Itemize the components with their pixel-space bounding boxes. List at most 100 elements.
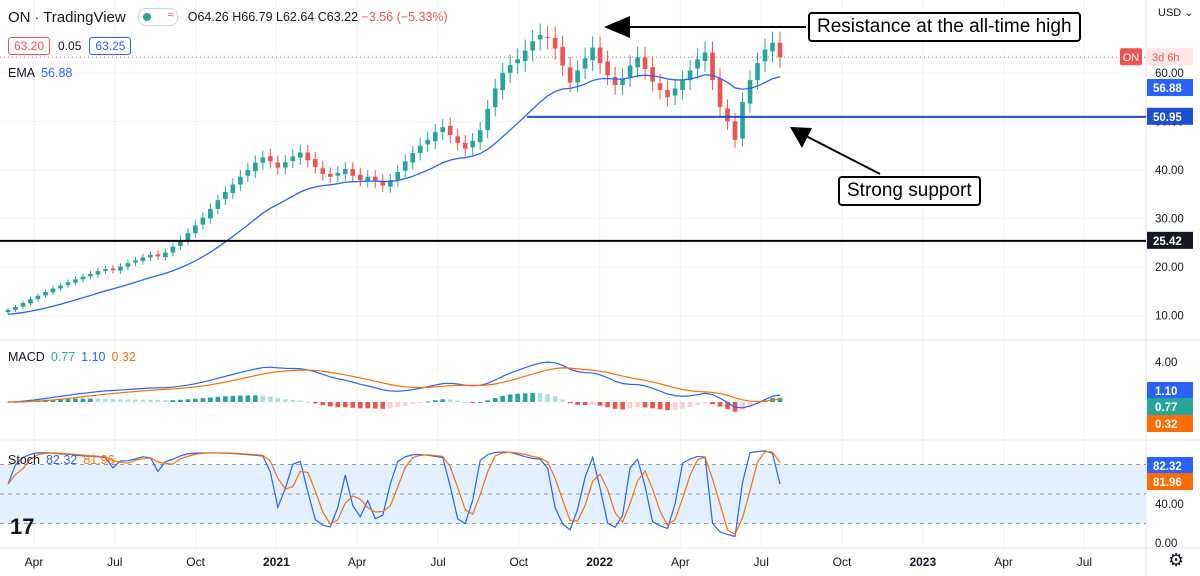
- buy-button[interactable]: 63.25: [89, 37, 132, 55]
- candle: [65, 282, 71, 286]
- candle: [215, 200, 221, 209]
- macd-histogram-bar: [402, 402, 408, 406]
- candle: [260, 157, 266, 163]
- spread-value: 0.05: [58, 39, 82, 53]
- macd-histogram-bar: [58, 399, 63, 402]
- symbol-name[interactable]: ON: [8, 8, 31, 26]
- macd-histogram-bar: [485, 400, 491, 402]
- ema-legend[interactable]: EMA 56.88: [8, 66, 72, 80]
- candle: [560, 46, 565, 66]
- macd-histogram-bar: [725, 402, 730, 410]
- macd-histogram-bar: [507, 394, 513, 402]
- macd-histogram-bar: [462, 401, 468, 403]
- candle: [620, 78, 625, 85]
- macd-histogram-bar: [740, 402, 745, 411]
- x-tick-label: Oct: [186, 555, 205, 569]
- candle: [95, 271, 101, 275]
- candle: [170, 246, 176, 253]
- candle: [335, 172, 341, 176]
- candle: [312, 159, 318, 168]
- candle: [342, 169, 348, 175]
- macd-histogram-bar: [605, 402, 610, 408]
- macd-histogram-bar: [447, 399, 453, 402]
- candle: [193, 225, 198, 234]
- candle: [762, 49, 768, 62]
- price-label-box: [1147, 79, 1193, 97]
- candle: [88, 273, 93, 277]
- candle: [665, 89, 670, 98]
- macd-histogram-bar: [200, 398, 206, 402]
- candle: [320, 168, 326, 174]
- candle: [118, 266, 123, 271]
- candle: [43, 291, 48, 296]
- x-tick-label: Apr: [25, 555, 44, 569]
- gear-icon[interactable]: ⚙: [1168, 550, 1185, 570]
- candle: [110, 268, 116, 271]
- macd-legend[interactable]: MACD 0.77 1.10 0.32: [8, 350, 136, 364]
- candle: [395, 171, 401, 181]
- stoch-k-line: [7, 450, 781, 538]
- macd-histogram-bar: [260, 395, 266, 402]
- macd-histogram-bar: [5, 402, 11, 403]
- x-tick-label: Apr: [671, 555, 690, 569]
- candle: [28, 299, 33, 304]
- macd-histogram-bar: [500, 395, 506, 402]
- candle: [103, 269, 108, 272]
- macd-histogram-bar: [455, 400, 461, 402]
- macd-histogram-bar: [223, 396, 228, 402]
- currency-label[interactable]: USD ⌄: [1158, 7, 1194, 19]
- ema-legend-label: EMA: [8, 66, 36, 80]
- candle: [642, 57, 648, 69]
- candle: [425, 139, 431, 145]
- macd-histogram-bar: [312, 402, 318, 404]
- candle: [470, 140, 476, 148]
- macd-scale-label: 1.10: [1155, 386, 1177, 398]
- macd-histogram-bar: [88, 398, 93, 402]
- sell-button[interactable]: 63.20: [8, 37, 51, 55]
- macd-scale-label: 0.77: [1155, 402, 1177, 414]
- candle: [725, 108, 730, 122]
- macd-histogram-bar: [230, 395, 236, 402]
- high-value: H66.79: [232, 10, 273, 24]
- stoch-d-line: [7, 451, 781, 536]
- macd-histogram-bar: [492, 398, 498, 402]
- stoch-legend[interactable]: Stoch 82.32 81.96: [8, 453, 115, 467]
- candle: [410, 153, 416, 163]
- x-tick-label: Apr: [994, 555, 1013, 569]
- macd-histogram-bar: [395, 402, 401, 408]
- candle: [245, 170, 251, 176]
- price-label-box: [1147, 231, 1193, 249]
- macd-histogram-bar: [380, 402, 386, 409]
- y-tick-label: 30.00: [1155, 214, 1184, 226]
- tradingview-logo-icon[interactable]: 17: [10, 514, 35, 539]
- x-tick-label: Jul: [754, 555, 769, 569]
- stoch-scale-label: 81.96: [1153, 477, 1182, 489]
- candle: [552, 37, 558, 49]
- macd-histogram-bar: [530, 393, 535, 402]
- candle: [13, 306, 18, 310]
- macd-histogram-bar: [215, 396, 221, 402]
- candle: [627, 65, 633, 77]
- signal-line: [7, 367, 781, 403]
- macd-histogram-bar: [365, 402, 371, 409]
- candle: [755, 63, 760, 81]
- macd-histogram-bar: [560, 399, 565, 402]
- candle: [702, 52, 708, 62]
- candle: [230, 184, 236, 193]
- candle: [545, 36, 550, 38]
- x-tick-label: 2023: [909, 555, 936, 569]
- macd-histogram-bar: [245, 395, 251, 402]
- candle: [590, 47, 595, 61]
- macd-histogram-bar: [620, 402, 625, 410]
- quote-row: 63.20 0.05 63.25: [8, 36, 132, 56]
- market-status-toggle[interactable]: ≈: [137, 8, 178, 26]
- candle: [672, 88, 678, 96]
- y-tick-label: 0.00: [1155, 538, 1177, 550]
- price-label-value: 50.95: [1153, 112, 1182, 124]
- macd-histogram-bar: [357, 402, 363, 409]
- candle: [575, 70, 580, 83]
- macd-histogram-bar: [342, 402, 348, 408]
- support-arrow-shaft: [805, 135, 881, 175]
- macd-histogram-bar: [305, 401, 311, 403]
